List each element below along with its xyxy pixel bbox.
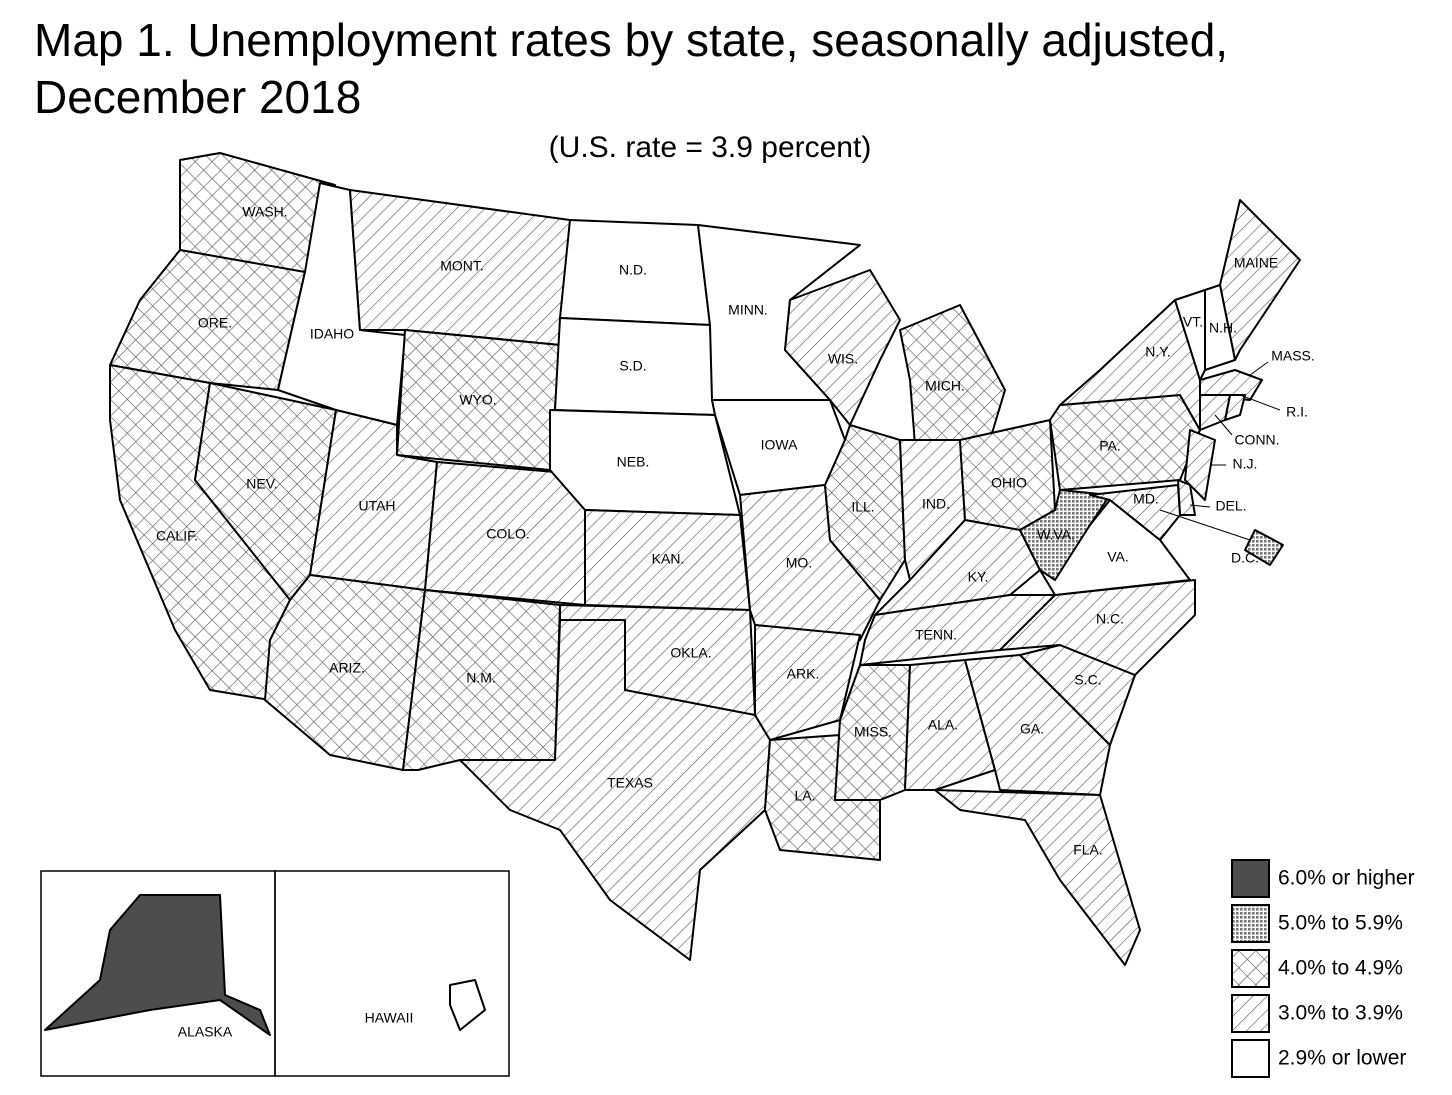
state-shape bbox=[999, 579, 1196, 676]
state-shape bbox=[784, 269, 901, 426]
state-label: NEV. bbox=[246, 476, 277, 492]
state-shape bbox=[1244, 529, 1284, 566]
legend-swatch bbox=[1231, 1039, 1270, 1078]
state-shape bbox=[1204, 284, 1236, 371]
state-label: MAINE bbox=[1234, 255, 1278, 271]
state-label: HAWAII bbox=[365, 1010, 414, 1026]
state-label: IOWA bbox=[761, 437, 798, 453]
legend-label: 3.0% to 3.9% bbox=[1278, 1002, 1403, 1025]
state-label: UTAH bbox=[358, 498, 395, 514]
state-label: IND. bbox=[922, 496, 950, 512]
state-shape bbox=[904, 659, 996, 791]
state-label: MONT. bbox=[440, 258, 484, 274]
state-label: S.C. bbox=[1074, 672, 1101, 688]
state-label: W.VA. bbox=[1037, 527, 1075, 543]
state-label: MD. bbox=[1133, 491, 1159, 507]
state-shape bbox=[449, 979, 486, 1031]
legend-swatch bbox=[1231, 949, 1270, 988]
state-label: NEB. bbox=[617, 454, 650, 470]
state-label: MASS. bbox=[1271, 348, 1315, 364]
state-label: MICH. bbox=[925, 378, 965, 394]
state-label: N.M. bbox=[466, 670, 496, 686]
hawaii-frame bbox=[274, 870, 510, 1077]
state-label: R.I. bbox=[1286, 404, 1308, 420]
leader-line bbox=[1159, 509, 1251, 541]
state-label: WYO. bbox=[459, 392, 496, 408]
state-shape bbox=[1219, 199, 1301, 361]
state-label: COLO. bbox=[486, 526, 530, 542]
state-shape bbox=[1199, 369, 1263, 401]
state-label: WIS. bbox=[828, 351, 858, 367]
state-label: CALIF. bbox=[156, 528, 198, 544]
state-shape bbox=[1019, 489, 1111, 581]
state-shape bbox=[899, 304, 1006, 446]
state-label: N.Y. bbox=[1145, 344, 1170, 360]
state-label: OKLA. bbox=[670, 645, 711, 661]
legend-swatch bbox=[1231, 904, 1270, 943]
state-label: MINN. bbox=[728, 302, 768, 318]
state-shape bbox=[44, 894, 271, 1036]
legend-label: 5.0% to 5.9% bbox=[1278, 912, 1403, 935]
leader-line bbox=[1189, 504, 1211, 508]
legend-swatch bbox=[1231, 859, 1270, 898]
leader-lines bbox=[1159, 361, 1281, 541]
state-label: FLA. bbox=[1073, 842, 1103, 858]
state-label: MISS. bbox=[854, 724, 892, 740]
state-shape bbox=[1089, 484, 1181, 541]
state-label: N.D. bbox=[619, 262, 647, 278]
state-shape bbox=[1199, 394, 1231, 431]
state-label: N.C. bbox=[1096, 611, 1124, 627]
state-label: TENN. bbox=[915, 627, 957, 643]
state-label: N.H. bbox=[1209, 320, 1237, 336]
state-label: PA. bbox=[1099, 438, 1121, 454]
legend: 6.0% or higher 5.0% to 5.9% 4.0% to 4.9% 3.… bbox=[1231, 859, 1415, 1078]
state-label: KAN. bbox=[652, 551, 685, 567]
state-label: S.D. bbox=[619, 358, 646, 374]
state-label: TEXAS bbox=[607, 775, 653, 791]
state-label: LA. bbox=[794, 788, 815, 804]
state-label: ALA. bbox=[928, 717, 958, 733]
legend-label: 4.0% to 4.9% bbox=[1278, 957, 1403, 980]
state-label: KY. bbox=[968, 569, 989, 585]
state-label: MO. bbox=[786, 555, 812, 571]
states-layer: WASH. ORE. CALIF. NEV. IDAHO MONT. WYO. UTAH COL… bbox=[44, 152, 1315, 1040]
state-label: IDAHO bbox=[310, 326, 354, 342]
title-line-2: December 2018 bbox=[34, 71, 361, 123]
state-label: VT. bbox=[1183, 314, 1203, 330]
leader-line bbox=[1214, 414, 1233, 436]
subtitle: (U.S. rate = 3.9 percent) bbox=[549, 131, 872, 164]
state-label: D.C. bbox=[1231, 550, 1259, 566]
state-shape bbox=[934, 789, 1141, 966]
state-shape bbox=[1184, 429, 1216, 501]
state-label: ARK. bbox=[787, 666, 820, 682]
legend-swatch bbox=[1231, 994, 1270, 1033]
state-label: WASH. bbox=[242, 204, 287, 220]
state-shape bbox=[1049, 394, 1201, 491]
state-shape bbox=[459, 619, 771, 961]
legend-label: 2.9% or lower bbox=[1278, 1047, 1406, 1070]
title: Map 1. Unemployment rates by state, seas… bbox=[34, 14, 1228, 66]
state-label: ALASKA bbox=[178, 1024, 233, 1040]
state-label: ORE. bbox=[198, 315, 232, 331]
state-shape bbox=[754, 624, 861, 741]
leader-line bbox=[1239, 394, 1281, 411]
state-label: VA. bbox=[1107, 549, 1129, 565]
inset-frames bbox=[40, 870, 510, 1077]
state-label: ARIZ. bbox=[329, 660, 365, 676]
state-label: N.J. bbox=[1233, 456, 1258, 472]
state-label: CONN. bbox=[1234, 432, 1279, 448]
state-label: DEL. bbox=[1215, 498, 1246, 514]
legend-label: 6.0% or higher bbox=[1278, 867, 1415, 890]
state-label: GA. bbox=[1020, 721, 1044, 737]
leader-line bbox=[1249, 361, 1269, 376]
state-label: OHIO bbox=[991, 475, 1027, 491]
state-label: ILL. bbox=[851, 499, 874, 515]
